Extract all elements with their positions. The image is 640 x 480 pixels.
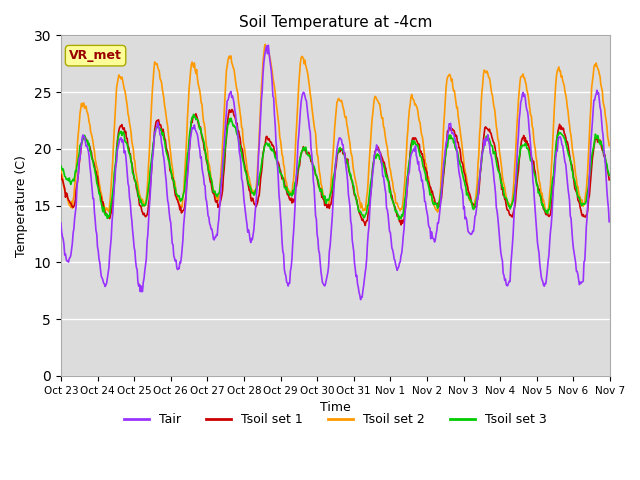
Y-axis label: Temperature (C): Temperature (C) (15, 155, 28, 257)
X-axis label: Time: Time (320, 401, 351, 414)
Title: Soil Temperature at -4cm: Soil Temperature at -4cm (239, 15, 432, 30)
Legend: Tair, Tsoil set 1, Tsoil set 2, Tsoil set 3: Tair, Tsoil set 1, Tsoil set 2, Tsoil se… (119, 408, 552, 431)
Text: VR_met: VR_met (69, 49, 122, 62)
